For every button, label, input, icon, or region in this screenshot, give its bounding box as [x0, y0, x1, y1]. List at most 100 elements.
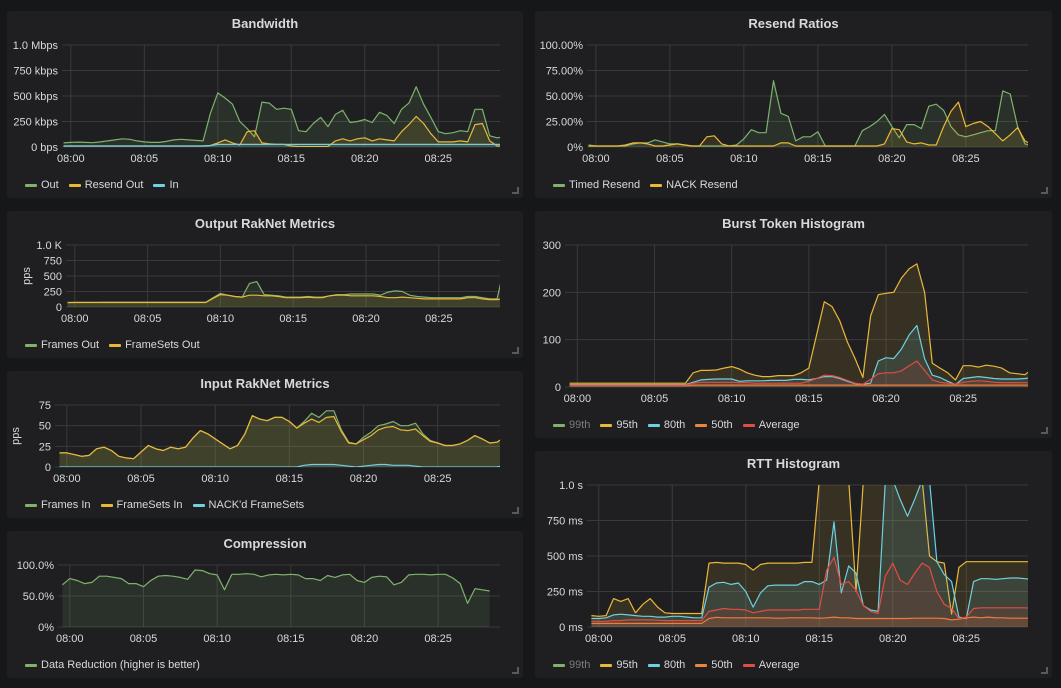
legend-item[interactable]: In [153, 179, 179, 191]
series-line-nack-d-framesets[interactable] [59, 463, 524, 468]
x-tick-label: 08:15 [277, 633, 305, 645]
series-line-out[interactable] [63, 86, 524, 144]
legend-swatch [742, 663, 755, 667]
legend-label: 50th [711, 659, 733, 671]
legend-swatch [600, 663, 613, 667]
x-tick-label: 08:05 [641, 393, 669, 405]
panel-resend-ratios: Resend Ratios 0% 25.00% 50.00% 75.00% 100.00… [535, 11, 1052, 198]
panel-title[interactable]: Burst Token Histogram [722, 216, 865, 231]
y-tick-label: 750 [44, 256, 62, 268]
legend-item[interactable]: 50th [695, 659, 733, 671]
resize-handle[interactable] [512, 347, 519, 354]
panel-title[interactable]: Resend Ratios [748, 16, 839, 31]
series-line-average[interactable] [591, 556, 1032, 622]
series-line-50th[interactable] [591, 616, 1032, 624]
legend-item[interactable]: NACK'd FrameSets [192, 499, 304, 511]
rtt-chart: 0 ms 250 ms 500 ms 750 ms 1.0 s 08:00 08:05 08:… [547, 480, 1032, 645]
series-line-data-reduction-higher-is-better-[interactable] [62, 569, 490, 604]
legend-item[interactable]: Frames Out [25, 339, 99, 351]
x-tick-label: 08:20 [352, 313, 380, 325]
legend-label: 99th [569, 419, 591, 431]
legend-item[interactable]: Out [25, 179, 59, 191]
legend-item[interactable]: 80th [647, 659, 686, 671]
x-tick-label: 08:15 [804, 153, 832, 165]
series-line-framesets-in[interactable] [59, 415, 524, 460]
legend-item[interactable]: 99th [553, 419, 590, 431]
legend-swatch [742, 423, 755, 427]
x-tick-label: 08:25 [425, 313, 453, 325]
x-tick-label: 08:15 [276, 473, 304, 485]
series-area-95th [591, 485, 1028, 627]
legend-item[interactable]: Average [742, 659, 799, 671]
series-line-average[interactable] [569, 360, 1033, 386]
legend-item[interactable]: 80th [647, 419, 685, 431]
legend-swatch [68, 183, 81, 187]
series-area-average [591, 557, 1028, 627]
series-line-framesets-out[interactable] [67, 294, 524, 304]
legend-item[interactable]: 95th [600, 659, 638, 671]
series-area-framesets-out [67, 294, 500, 307]
legend-item[interactable]: Resend Out [68, 179, 143, 191]
legend-swatch [695, 663, 708, 667]
legend-label: 99th [569, 659, 591, 671]
resize-handle[interactable] [1041, 187, 1048, 194]
legend: Frames In FrameSets In NACK'd FrameSets [25, 499, 304, 511]
x-tick-label: 08:10 [732, 633, 760, 645]
legend-item[interactable]: Data Reduction (higher is better) [25, 659, 200, 671]
resend-ratios-chart: 0% 25.00% 50.00% 75.00% 100.00% 08:00 08:05 08:… [540, 40, 1053, 165]
panel-title[interactable]: Input RakNet Metrics [200, 376, 330, 391]
series-line-frames-out[interactable] [67, 265, 524, 303]
legend-item[interactable]: FrameSets In [100, 499, 183, 511]
legend-label: 80th [663, 659, 686, 671]
legend-item[interactable]: 95th [600, 419, 638, 431]
y-tick-label: 500 ms [547, 551, 584, 563]
series-area-data-reduction-higher-is-better- [62, 570, 490, 627]
series-line-in[interactable] [63, 143, 524, 147]
resize-handle[interactable] [1041, 427, 1048, 434]
panel-input-raknet: Input RakNet Metrics 0 25 50 75 08:00 08:05 08… [7, 371, 523, 518]
x-tick-label: 08:25 [949, 393, 977, 405]
legend-label: Out [41, 179, 59, 191]
series-line-95th[interactable] [569, 263, 1033, 384]
x-tick-label: 08:25 [952, 633, 980, 645]
x-tick-label: 08:00 [564, 393, 592, 405]
y-tick-label: 750 ms [547, 516, 584, 528]
panel-title[interactable]: Bandwidth [231, 16, 299, 31]
x-tick-label: 08:25 [424, 473, 452, 485]
y-tick-label: 0% [38, 622, 54, 634]
panel-title[interactable]: Compression [223, 536, 307, 551]
x-tick-label: 08:10 [201, 473, 229, 485]
legend-item[interactable]: Timed Resend [553, 179, 640, 191]
x-tick-label: 08:10 [730, 153, 758, 165]
x-tick-label: 08:00 [57, 153, 85, 165]
series-area-95th [569, 263, 1028, 387]
panel-title[interactable]: RTT Histogram [746, 456, 841, 471]
series-area-nack-resend [588, 102, 1028, 147]
legend-item[interactable]: Average [742, 419, 799, 431]
resize-handle[interactable] [512, 507, 519, 514]
legend-item[interactable]: FrameSets Out [109, 339, 200, 351]
series-line-80th[interactable] [591, 480, 1032, 620]
resize-handle[interactable] [1041, 667, 1048, 674]
legend-item[interactable]: 99th [553, 659, 590, 671]
y-tick-label: 50.00% [546, 91, 584, 103]
legend-swatch [600, 423, 613, 427]
legend-item[interactable]: Frames In [25, 499, 91, 511]
y-tick-label: 0 bps [31, 142, 58, 154]
panel-title[interactable]: Output RakNet Metrics [194, 216, 336, 231]
y-tick-label: 50.0% [23, 591, 54, 603]
x-tick-label: 08:20 [351, 633, 379, 645]
y-tick-label: 0 [56, 302, 62, 314]
series-line-95th[interactable] [591, 480, 1032, 617]
legend-item[interactable]: 50th [695, 419, 733, 431]
legend-label: Timed Resend [569, 179, 641, 191]
legend-item[interactable]: NACK Resend [650, 179, 738, 191]
compression-chart: 0% 50.0% 100.0% 08:00 08:05 08:10 08:15 08:20 08… [17, 560, 500, 645]
burst-token-chart: 0 100 200 300 08:00 08:05 08:10 08:15 08:20 08:25 [543, 240, 1033, 405]
series-line-nack-resend[interactable] [588, 101, 1053, 147]
y-tick-label: 0 ms [559, 622, 583, 634]
resize-handle[interactable] [512, 667, 519, 674]
legend-swatch [650, 183, 663, 187]
series-area-80th [569, 325, 1028, 387]
resize-handle[interactable] [512, 187, 519, 194]
